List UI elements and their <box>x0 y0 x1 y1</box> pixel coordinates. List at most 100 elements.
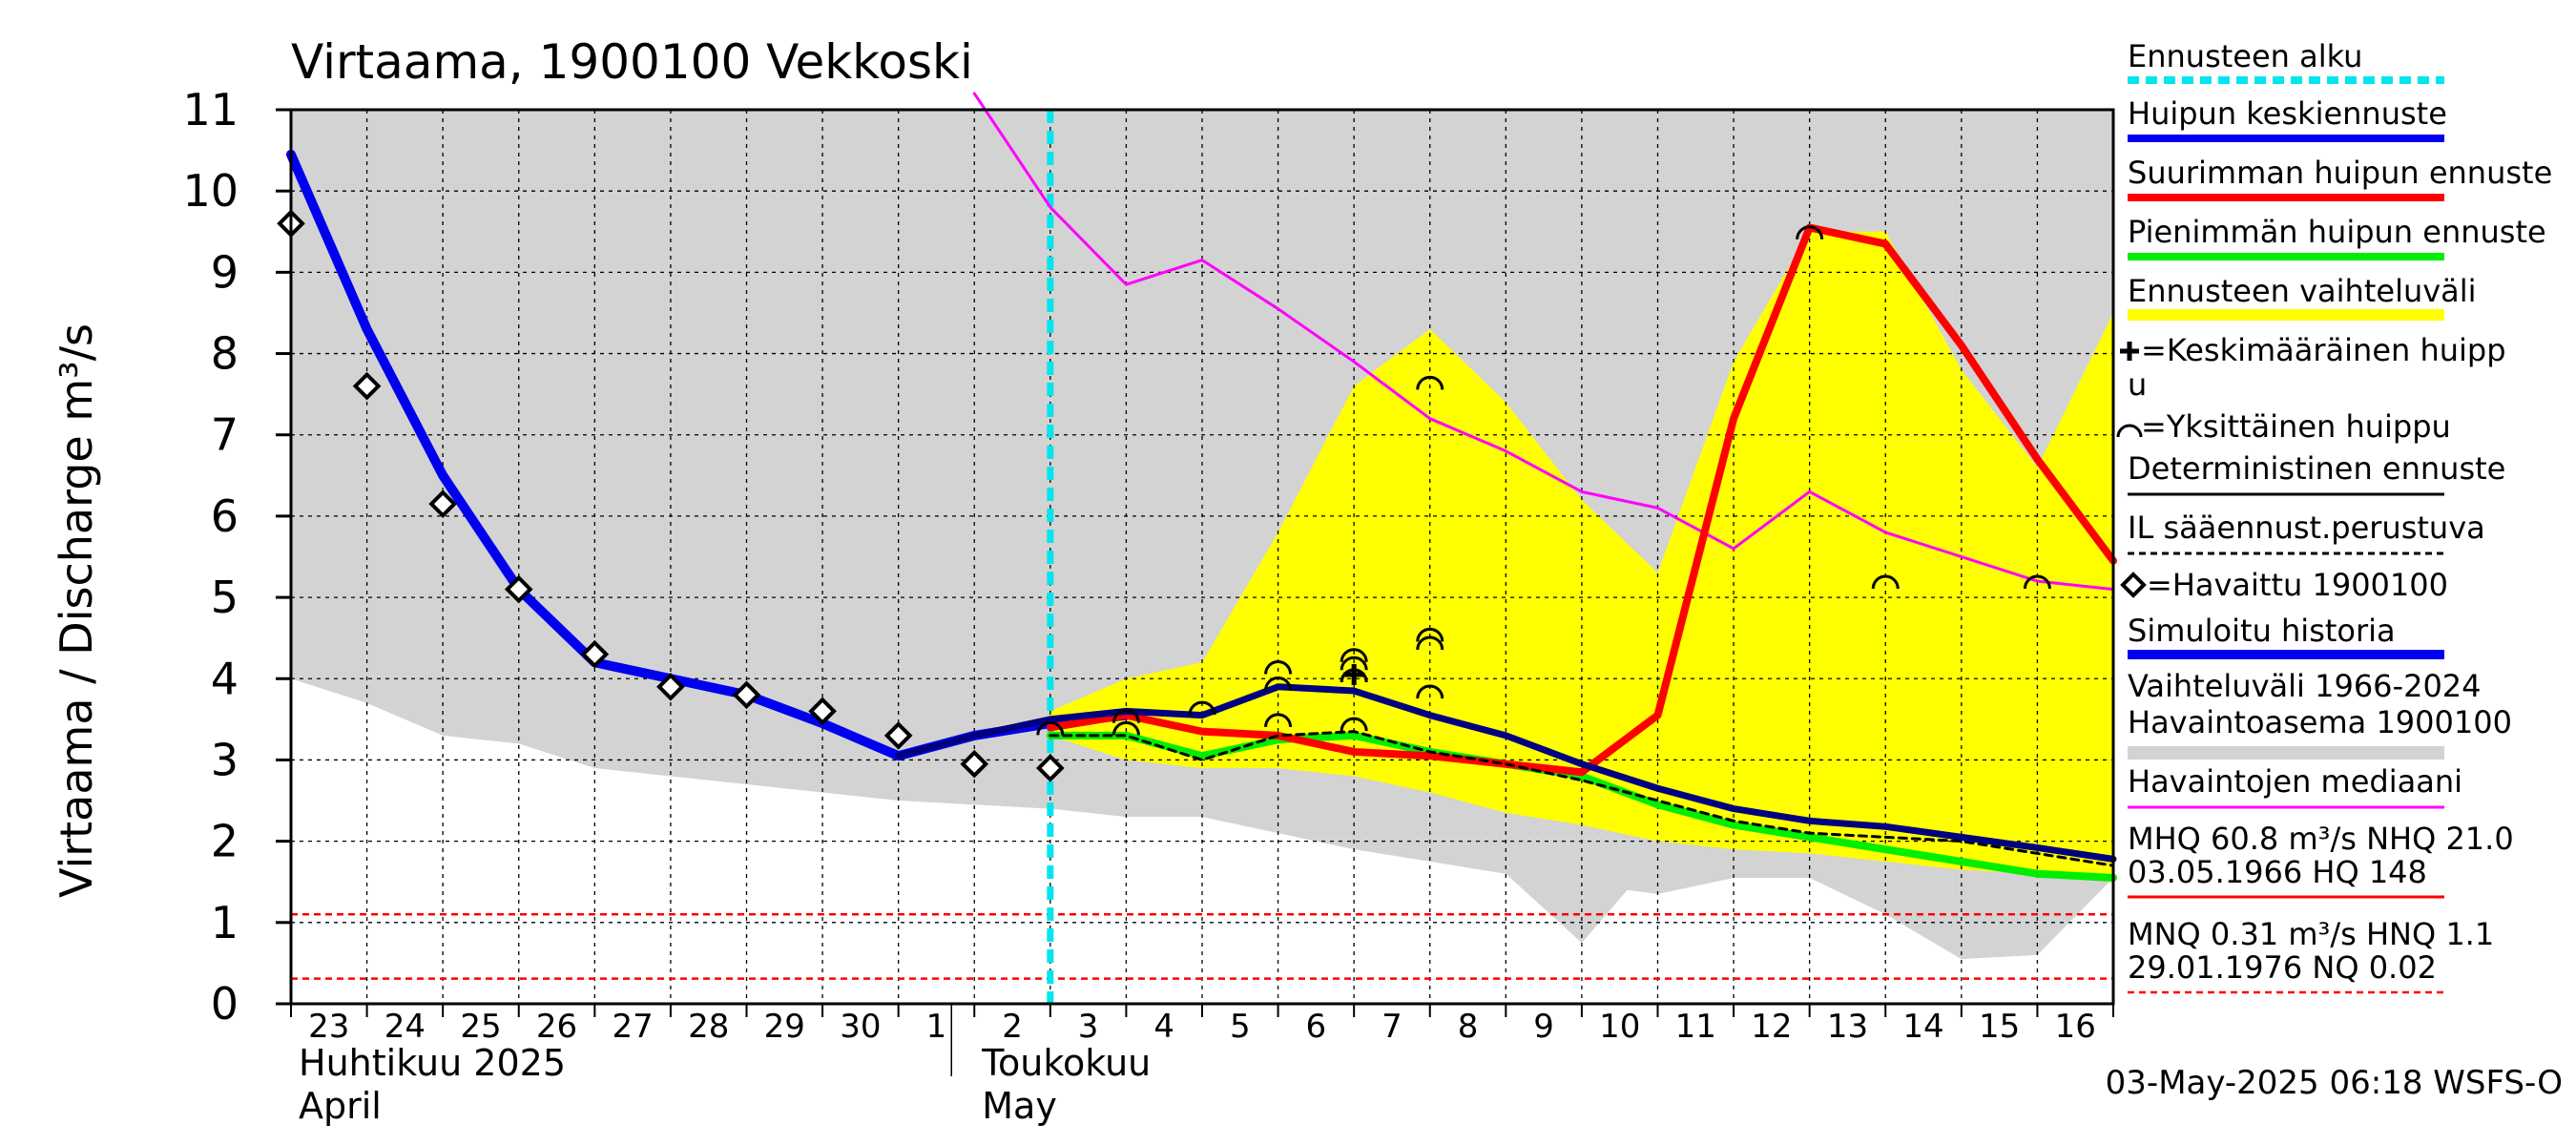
observed-marker <box>352 371 382 401</box>
x-tick-label: 26 <box>536 1008 577 1046</box>
series-line <box>1046 731 2117 882</box>
single-peak-marker <box>1416 635 1444 651</box>
x-tick-label: 23 <box>308 1008 349 1046</box>
single-peak-marker <box>1340 648 1368 662</box>
x-tick-label: 29 <box>764 1008 805 1046</box>
x-tick-label: 13 <box>1827 1008 1868 1046</box>
y-tick-label: 6 <box>211 490 239 542</box>
legend-label: u <box>2128 366 2147 403</box>
markers-layer <box>277 209 2051 782</box>
observed-symbol <box>2120 572 2147 598</box>
observed-marker <box>732 680 761 710</box>
month-label-en: May <box>982 1085 1057 1127</box>
x-tick-label: 1 <box>926 1008 947 1046</box>
single-peak-marker <box>1416 375 1444 390</box>
legend-label: Havaintoasema 1900100 <box>2128 704 2512 740</box>
single-peak-marker <box>1111 720 1140 736</box>
x-tick-label: 8 <box>1458 1008 1479 1046</box>
legend-label: Havaintojen mediaani <box>2128 763 2462 800</box>
observed-marker <box>1036 754 1065 782</box>
legend-label: =Keskimääräinen huipp <box>2141 332 2506 368</box>
legend-label: Deterministinen ennuste <box>2128 450 2505 487</box>
y-tick-label: 9 <box>211 246 239 298</box>
month-label-fi: Toukokuu <box>981 1042 1151 1084</box>
footer-timestamp: 03-May-2025 06:18 WSFS-O <box>2106 1064 2563 1102</box>
y-tick-label: 4 <box>211 653 239 704</box>
x-tick-label: 5 <box>1230 1008 1251 1046</box>
single-peak-marker <box>1871 574 1900 590</box>
legend-label: Suurimman huipun ennuste <box>2128 155 2552 191</box>
single-peak-marker <box>1416 627 1444 642</box>
observed-marker <box>504 574 533 604</box>
y-tick-label: 11 <box>182 84 239 135</box>
single-peak-marker <box>2023 574 2051 590</box>
single-peak-symbol <box>2116 424 2143 438</box>
single-peak-marker <box>1264 660 1293 675</box>
x-tick-label: 2 <box>1002 1008 1023 1046</box>
y-tick-label: 7 <box>211 409 239 461</box>
single-peak-marker <box>1036 720 1065 736</box>
series-layer <box>286 92 2117 882</box>
x-tick-label: 6 <box>1306 1008 1327 1046</box>
legend-label: =Yksittäinen huippu <box>2141 408 2451 445</box>
x-tick-label: 14 <box>1902 1008 1943 1046</box>
legend-swatch <box>2128 746 2444 760</box>
observed-marker <box>656 672 685 701</box>
observed-marker <box>883 721 913 750</box>
legend-label: Ennusteen vaihteluväli <box>2128 273 2477 309</box>
x-tick-label: 28 <box>688 1008 729 1046</box>
series-line <box>1046 223 2117 777</box>
x-tick-label: 10 <box>1599 1008 1640 1046</box>
y-tick-label: 2 <box>211 816 239 867</box>
x-tick-label: 15 <box>1979 1008 2020 1046</box>
series-line <box>972 92 2115 592</box>
x-tick-label: 30 <box>840 1008 881 1046</box>
legend: Ennusteen alku Huipun keskiennuste Suurimm… <box>2116 38 2552 994</box>
observed-marker <box>808 697 837 726</box>
x-tick-label: 12 <box>1751 1008 1792 1046</box>
x-tick-label: 24 <box>384 1008 426 1046</box>
legend-label: 03.05.1966 HQ 148 <box>2128 854 2427 890</box>
x-tick-label: 4 <box>1153 1008 1174 1046</box>
month-label-fi: Huhtikuu 2025 <box>299 1042 566 1084</box>
observed-marker <box>580 639 610 669</box>
x-tick-label: 9 <box>1533 1008 1554 1046</box>
single-peak-marker <box>1340 717 1368 732</box>
legend-label: Pienimmän huipun ennuste <box>2128 214 2546 250</box>
single-peak-marker <box>1264 713 1293 727</box>
month-label-en: April <box>299 1085 382 1127</box>
y-tick-label: 3 <box>211 734 239 785</box>
y-tick-label: 1 <box>211 897 239 948</box>
legend-label: IL sääennust.perustuva <box>2128 510 2485 546</box>
mean-peak-symbol <box>2120 342 2139 361</box>
legend-label: =Havaittu 1900100 <box>2147 567 2448 603</box>
single-peak-marker <box>1111 709 1140 723</box>
chart-title: Virtaama, 1900100 Vekkoski <box>291 34 973 90</box>
observed-marker <box>960 749 989 779</box>
y-tick-label: 10 <box>182 165 239 217</box>
x-tick-label: 16 <box>2055 1008 2096 1046</box>
single-peak-marker <box>1340 656 1368 671</box>
series-line <box>1049 730 2115 867</box>
x-tick-label: 7 <box>1381 1008 1402 1046</box>
legend-label: 29.01.1976 NQ 0.02 <box>2128 949 2437 986</box>
x-tick-label: 27 <box>612 1008 653 1046</box>
legend-label: Ennusteen alku <box>2128 38 2362 74</box>
y-tick-label: 0 <box>211 978 239 1030</box>
x-tick-label: 25 <box>460 1008 501 1046</box>
x-axis: 23 24 25 26 27 28 29 30 1 2 3 4 5 6 7 8 9 10 11 12 13 14 15 16H… <box>290 1002 2114 1127</box>
y-axis-label: Virtaama / Discharge m³/s <box>51 323 102 898</box>
legend-label: Huipun keskiennuste <box>2128 95 2447 132</box>
single-peak-marker <box>1796 225 1824 239</box>
mean-peak-marker <box>1343 664 1365 686</box>
x-tick-label: 3 <box>1078 1008 1099 1046</box>
x-tick-label: 11 <box>1675 1008 1716 1046</box>
single-peak-marker <box>1416 684 1444 699</box>
legend-label: MNQ 0.31 m³/s HNQ 1.1 <box>2128 916 2494 952</box>
legend-label: Simuloitu historia <box>2128 613 2396 649</box>
y-tick-label: 8 <box>211 328 239 380</box>
series-line <box>895 683 2117 863</box>
observed-marker <box>428 489 457 518</box>
reference-lines-layer <box>291 913 2113 980</box>
